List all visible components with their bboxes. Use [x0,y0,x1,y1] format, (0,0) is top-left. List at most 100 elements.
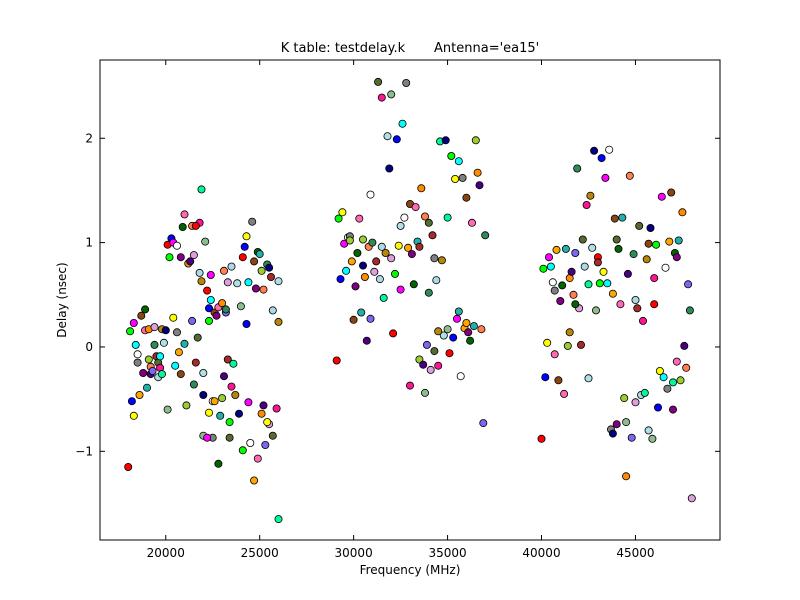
data-point [225,433,234,442]
data-point [188,316,197,325]
data-point [159,338,168,347]
data-point [680,341,689,350]
data-point [210,397,219,406]
x-tick-label: 20000 [147,546,185,560]
data-point [355,214,364,223]
data-point [469,322,478,331]
data-point [601,173,610,182]
data-point [452,314,461,323]
x-tick-label: 45000 [616,546,654,560]
data-point [204,304,213,313]
data-point [405,381,414,390]
data-point [592,306,601,315]
data-point [377,93,386,102]
data-point [481,231,490,240]
data-point [257,266,266,275]
x-tick-label: 30000 [335,546,373,560]
data-point [375,275,384,284]
data-point [650,274,659,283]
data-point [640,388,649,397]
data-point [669,378,678,387]
data-point [157,370,166,379]
data-point [206,295,215,304]
data-point [150,323,159,332]
x-tick-label: 35000 [428,546,466,560]
data-point [556,296,565,305]
data-point [627,433,636,442]
data-point [475,181,484,190]
data-point [126,327,135,336]
data-point [218,394,227,403]
data-point [199,390,208,399]
data-point [612,235,621,244]
data-point [336,275,345,284]
data-point [358,235,367,244]
data-point [458,173,467,182]
data-point [216,411,225,420]
data-point [176,253,185,262]
data-point [590,146,599,155]
data-point [180,210,189,219]
data-point [582,200,591,209]
x-axis-label: Frequency (MHz) [360,563,461,577]
data-point [259,285,268,294]
data-point [462,193,471,202]
data-point [674,236,683,245]
data-point [169,313,178,322]
data-point [565,328,574,337]
data-point [629,250,638,259]
data-point [424,288,433,297]
data-point [274,277,283,286]
data-point [571,300,580,309]
data-point [381,248,390,257]
data-point [390,269,399,278]
data-point [597,154,606,163]
data-point [577,340,586,349]
data-point [454,307,463,316]
data-point [466,336,475,345]
data-point [558,281,567,290]
data-point [586,191,595,200]
data-point [428,231,437,240]
data-point [479,419,488,428]
data-point [430,254,439,263]
data-point [358,261,367,270]
data-point [366,190,375,199]
x-tick-label: 25000 [241,546,279,560]
data-point [338,208,347,217]
data-point [610,214,619,223]
data-point [432,276,441,285]
data-point [142,383,151,392]
y-axis-label: Delay (nsec) [55,262,69,337]
data-point [360,272,369,281]
data-point [584,374,593,383]
data-point [430,347,439,356]
data-point [678,208,687,217]
data-point [652,240,661,249]
data-point [420,388,429,397]
data-point [669,405,678,414]
data-point [631,295,640,304]
data-point [667,188,676,197]
data-point [219,266,228,275]
data-point [573,164,582,173]
data-point [398,119,407,128]
data-point [342,266,351,275]
data-point [622,418,631,427]
data-point [248,217,257,226]
data-point [389,329,398,338]
data-point [244,398,253,407]
data-point [238,253,247,262]
data-point [172,328,181,337]
data-point [685,306,694,315]
data-point [537,434,546,443]
data-point [541,373,550,382]
data-point [274,317,283,326]
data-point [229,359,238,368]
data-point [250,476,259,485]
data-point [129,318,138,327]
data-point [383,132,392,141]
data-point [223,355,232,364]
data-point [655,366,664,375]
data-point [623,269,632,278]
